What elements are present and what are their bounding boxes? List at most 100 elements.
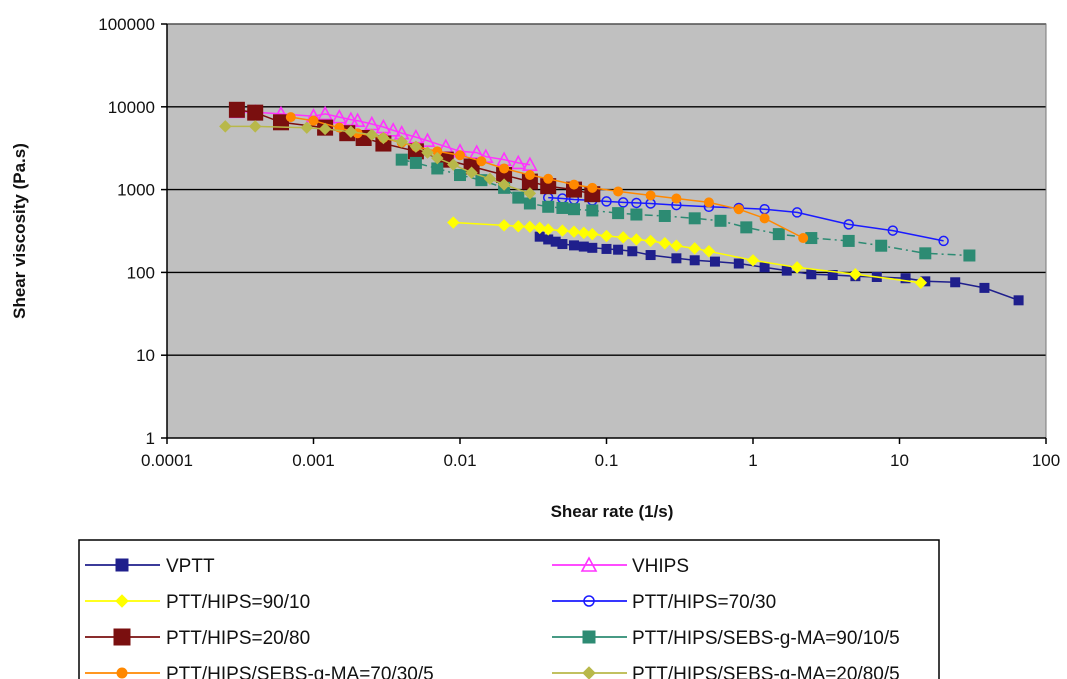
data-point [300,121,314,134]
legend: VPTT VHIPS PTT/HIPS=90/10 PTT/HIPS=70/30 PTT… [85,556,900,679]
series-line [548,196,944,242]
y-tick-label: 1 [146,429,155,448]
data-point [497,219,511,232]
data-point [617,197,629,208]
data-point [349,112,366,127]
data-point [798,233,809,244]
legend-label: PTT/HIPS/SEBS-g-MA=20/80/5 [632,664,900,679]
y-tick-label: 10000 [108,98,155,117]
series-8 [219,120,537,200]
data-point [497,178,511,191]
data-point [733,258,744,269]
legend-label: PTT/HIPS=20/80 [166,628,310,649]
data-point [746,254,760,267]
series-3 [447,216,928,289]
data-point [759,213,770,224]
data-point [524,170,535,181]
data-point [431,162,444,175]
data-point [740,221,753,234]
y-axis-label: Shear viscosity (Pa.s) [10,143,29,319]
data-point [476,156,487,167]
data-point [377,131,390,145]
data-point [1013,295,1024,306]
data-point [285,112,296,123]
legend-swatch-marker [115,594,129,608]
data-point [587,242,598,253]
data-point [523,187,537,200]
legend-box [78,539,940,679]
data-point [468,144,485,159]
data-point [963,249,976,262]
legend-swatch-marker [580,556,598,572]
data-point [709,256,720,267]
data-point [483,172,497,186]
legend-item-2: VHIPS [552,556,689,577]
data-point [627,246,638,257]
data-point [512,191,525,204]
data-point [613,186,624,197]
data-point [688,212,701,225]
data-point [568,240,579,251]
data-point [385,122,402,137]
data-point [827,270,838,281]
legend-item-4: PTT/HIPS=70/30 [552,592,776,613]
data-point [843,219,854,230]
y-tick-label: 100000 [98,15,155,34]
data-point [567,203,580,216]
data-point [577,226,591,240]
data-point [272,114,289,131]
data-point [702,245,716,258]
legend-label: VPTT [166,556,215,577]
data-point [790,261,804,274]
data-point [781,265,792,276]
data-point [557,239,568,250]
data-point [658,237,672,250]
data-point [228,101,245,118]
data-point [887,225,899,236]
data-point [688,242,701,255]
data-point [630,233,643,246]
data-point [523,197,536,210]
series-1 [534,231,1024,306]
data-point [409,140,423,153]
data-point [733,204,744,215]
data-point [919,247,932,260]
x-tick-label: 10 [890,451,909,470]
x-tick-label: 0.1 [595,451,619,470]
legend-item-6: PTT/HIPS/SEBS-g-MA=90/10/5 [552,628,900,649]
data-point [421,146,434,159]
data-point [331,108,348,124]
data-point [578,241,589,252]
series-layer [219,101,1024,306]
legend-label: PTT/HIPS/SEBS-g-MA=70/30/5 [166,664,434,679]
data-point [344,125,358,138]
data-point [950,277,961,288]
x-axis-label: Shear rate (1/s) [551,502,674,521]
legend-swatch-marker [113,628,131,646]
data-point [914,276,928,289]
data-point [671,193,682,204]
data-point [644,234,657,248]
data-point [586,227,599,241]
data-point [791,207,803,218]
data-point [645,190,656,201]
data-point [395,135,408,148]
data-point [510,154,527,170]
data-point [568,179,579,190]
legend-label: VHIPS [632,556,689,577]
x-tick-label: 0.0001 [141,451,193,470]
series-line [225,125,531,195]
data-point [465,166,478,179]
data-point [631,197,642,209]
data-point [842,234,855,247]
data-point [587,182,598,193]
data-point [533,221,546,235]
data-point [613,244,624,255]
legend-item-3: PTT/HIPS=90/10 [85,592,310,613]
data-point [365,128,379,141]
legend-label: PTT/HIPS=90/10 [166,592,310,613]
legend-item-1: VPTT [85,556,215,577]
data-point [772,228,785,241]
data-point [645,250,656,261]
